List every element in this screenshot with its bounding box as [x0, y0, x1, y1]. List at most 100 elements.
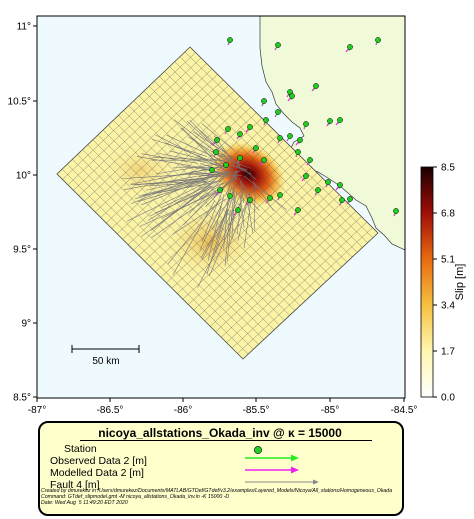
fault-slip-arrow	[161, 169, 241, 208]
fault-slip-arrow	[199, 203, 223, 251]
fault-slip-arrow	[237, 167, 252, 175]
station-marker	[347, 196, 353, 202]
fault-slip-arrow	[155, 134, 230, 173]
fault-grid-line	[57, 173, 244, 359]
fault-grid-line	[82, 149, 270, 335]
station-marker	[303, 121, 309, 127]
fault-slip-arrow	[199, 182, 226, 199]
station-marker	[339, 197, 345, 203]
station-marker	[223, 162, 229, 168]
fault-slip-arrow	[225, 196, 241, 226]
fault-grid-line	[143, 90, 332, 277]
fault-slip-arrow	[201, 123, 234, 151]
map-frame	[36, 15, 406, 399]
station-marker	[261, 157, 267, 163]
fault-slip-arrow	[213, 198, 233, 258]
fault-grid-line	[184, 51, 373, 238]
fault-grid-line	[72, 159, 259, 345]
magenta-arrow-icon	[245, 466, 299, 474]
fault-slip-arrow	[147, 182, 209, 221]
lat-tick-label: 9°	[21, 319, 31, 330]
fault-grid-line	[87, 144, 275, 331]
fault-slip-arrow	[227, 184, 255, 249]
fault-grid-line	[159, 76, 347, 263]
fault-slip-arrow	[201, 187, 225, 243]
fault-slip-arrow	[167, 198, 222, 265]
fault-slip-arrow	[209, 202, 241, 277]
station-dot-icon	[254, 446, 262, 454]
fault-grid-line	[128, 105, 316, 292]
legend-row-fault: Fault 4 [m]	[50, 479, 100, 491]
colorbar-tick-label: 5.1	[441, 255, 455, 266]
station-marker	[307, 157, 313, 163]
lon-tick-label: -85°	[321, 405, 339, 416]
fault-slip-arrow	[200, 209, 229, 259]
fault-slip-arrow	[232, 159, 244, 172]
lat-tick-label: 11°	[17, 22, 31, 33]
credits-text: Created by dmurekez in /Users/dmurekez/D…	[41, 488, 392, 506]
fault-grid-line	[113, 120, 301, 306]
legend-title: nicoya_allstations_Okada_inv @ κ = 15000	[98, 426, 342, 440]
lat-axis: 11° 10.5° 10° 9.5° 9° 8.5°	[8, 22, 37, 404]
lon-tick-label: -85.5°	[243, 405, 270, 416]
fault-grid-line	[179, 56, 368, 243]
station-marker	[275, 109, 281, 115]
fault-slip-arrow	[139, 178, 206, 185]
lat-tick-label: 10.5°	[8, 97, 31, 108]
fault-grid-line	[92, 139, 280, 326]
legend-label-modelled: Modelled Data 2 [m]	[50, 467, 144, 479]
station-marker	[209, 167, 215, 173]
station-marker	[225, 126, 231, 132]
fault-slip-arrow	[224, 209, 231, 267]
fault-slip-arrow	[242, 168, 257, 181]
station-marker	[214, 137, 220, 143]
station-marker	[235, 207, 241, 213]
fault-slip-arrow	[169, 150, 207, 161]
fault-slip-vectors	[121, 119, 287, 288]
station-marker	[237, 155, 243, 161]
fault-slip-arrow	[151, 188, 208, 231]
fault-slip-arrow	[121, 171, 227, 179]
fault-slip-arrow	[142, 171, 232, 196]
legend-row-station: Station	[64, 443, 97, 455]
credits-line-3: Date: Wed Aug 5 11:49:20 EDT 2020	[41, 500, 128, 506]
colorbar-tick-label: 8.5	[441, 163, 455, 174]
station-marker	[247, 124, 253, 130]
station-marker	[227, 37, 233, 43]
credits-line-1: Created by dmurekez in /Users/dmurekez/D…	[41, 488, 393, 494]
credits-line-2: Command: GTdef_slipmodel.gmt -M nicoya_a…	[41, 494, 230, 500]
legend-box	[38, 421, 404, 516]
fault-slip-arrow	[146, 176, 210, 191]
fault-slip-arrow	[181, 127, 223, 169]
fault-slip-arrow	[137, 180, 208, 202]
station-marker	[325, 179, 331, 185]
station-marker	[295, 149, 301, 155]
fault-slip-arrow	[229, 165, 248, 171]
colorbar-label: Slip [m]	[454, 264, 466, 301]
fault-slip-arrow	[253, 184, 256, 231]
fault-slip-arrow	[239, 192, 245, 228]
legend-row-modelled: Modelled Data 2 [m]	[50, 467, 144, 479]
fault-grid-line	[61, 168, 249, 355]
fault-grid-line	[138, 95, 327, 282]
fault-slip-arrow	[141, 153, 198, 164]
fault-slip-arrow	[159, 178, 209, 194]
station-marker	[217, 187, 223, 193]
gray-arrow-icon	[245, 479, 319, 485]
station-marker	[287, 133, 293, 139]
fault-grid-line	[77, 154, 264, 340]
fault-slip-arrow	[192, 131, 233, 158]
fault-grid-line	[133, 100, 322, 287]
fault-grid-line	[118, 115, 306, 301]
fault-slip-arrow	[215, 153, 232, 160]
fault-slip-arrow	[136, 156, 208, 170]
fault-slip-arrow	[151, 138, 208, 157]
colorbar-tick-label: 0.0	[441, 393, 455, 404]
station-marker	[295, 207, 301, 213]
scale-bar: 50 km	[71, 345, 140, 367]
colorbar: 8.5 6.8 5.1 3.4 1.7 0.0 Slip [m]	[420, 163, 466, 404]
colorbar-tick-label: 3.4	[441, 301, 455, 312]
fault-slip-arrow	[240, 181, 244, 203]
fault-slip-arrow	[231, 192, 236, 239]
fault-grid	[57, 47, 378, 359]
